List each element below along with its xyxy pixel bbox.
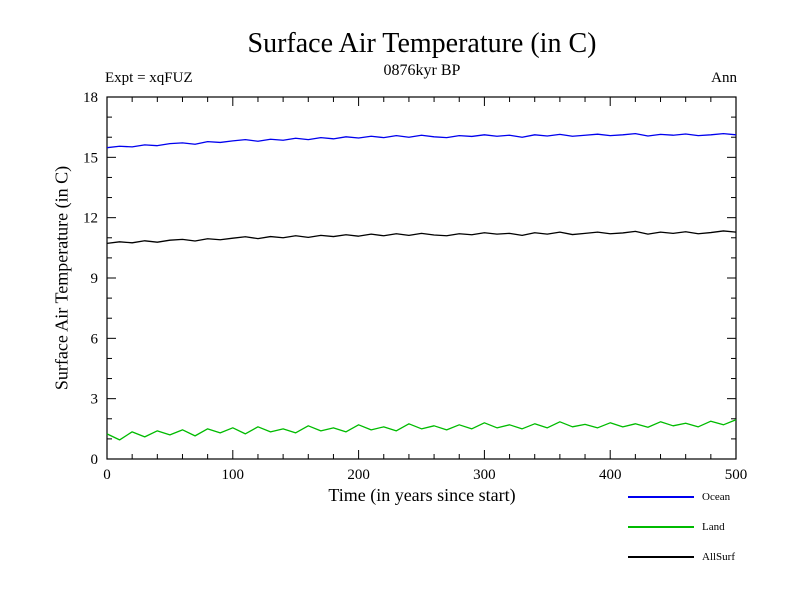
x-tick-label: 300 bbox=[473, 467, 496, 483]
y-tick-label: 6 bbox=[91, 331, 99, 347]
x-tick-label: 100 bbox=[222, 467, 245, 483]
period-label: Ann bbox=[711, 70, 737, 86]
y-axis-title: Surface Air Temperature (in C) bbox=[51, 165, 72, 391]
x-tick-label: 500 bbox=[725, 467, 748, 483]
experiment-label: Expt = xqFUZ bbox=[105, 70, 193, 86]
x-tick-label: 200 bbox=[347, 467, 370, 483]
legend-line-swatch bbox=[628, 496, 694, 498]
legend-label: Land bbox=[702, 521, 725, 533]
series-line-allsurf bbox=[106, 230, 737, 245]
y-tick-label: 12 bbox=[83, 211, 98, 227]
x-tick-label: 400 bbox=[599, 467, 622, 483]
chart-subtitle: 0876kyr BP bbox=[383, 62, 461, 79]
axes: 0 100 200 300 400 500 0 3 6 9 12 15 18 bbox=[83, 90, 747, 483]
legend-item-land: Land bbox=[628, 512, 793, 542]
legend-item-allsurf: AllSurf bbox=[628, 542, 793, 572]
x-axis-title: Time (in years since start) bbox=[328, 485, 516, 505]
y-tick-label: 18 bbox=[83, 90, 98, 106]
plot-frame bbox=[106, 96, 737, 460]
y-tick-label: 9 bbox=[91, 271, 99, 287]
y-tick-label: 15 bbox=[83, 150, 98, 166]
data-series bbox=[106, 132, 737, 441]
legend: Ocean Land AllSurf bbox=[628, 482, 793, 572]
legend-line-swatch bbox=[628, 526, 694, 528]
legend-item-ocean: Ocean bbox=[628, 482, 793, 512]
legend-label: AllSurf bbox=[702, 551, 735, 563]
y-tick-label: 0 bbox=[91, 452, 99, 468]
chart-title: Surface Air Temperature (in C) bbox=[247, 28, 597, 59]
y-tick-label: 3 bbox=[91, 392, 99, 408]
x-tick-label: 0 bbox=[103, 467, 111, 483]
legend-line-swatch bbox=[628, 556, 694, 558]
series-line-ocean bbox=[106, 132, 737, 149]
legend-label: Ocean bbox=[702, 491, 731, 503]
series-line-land bbox=[106, 419, 737, 441]
